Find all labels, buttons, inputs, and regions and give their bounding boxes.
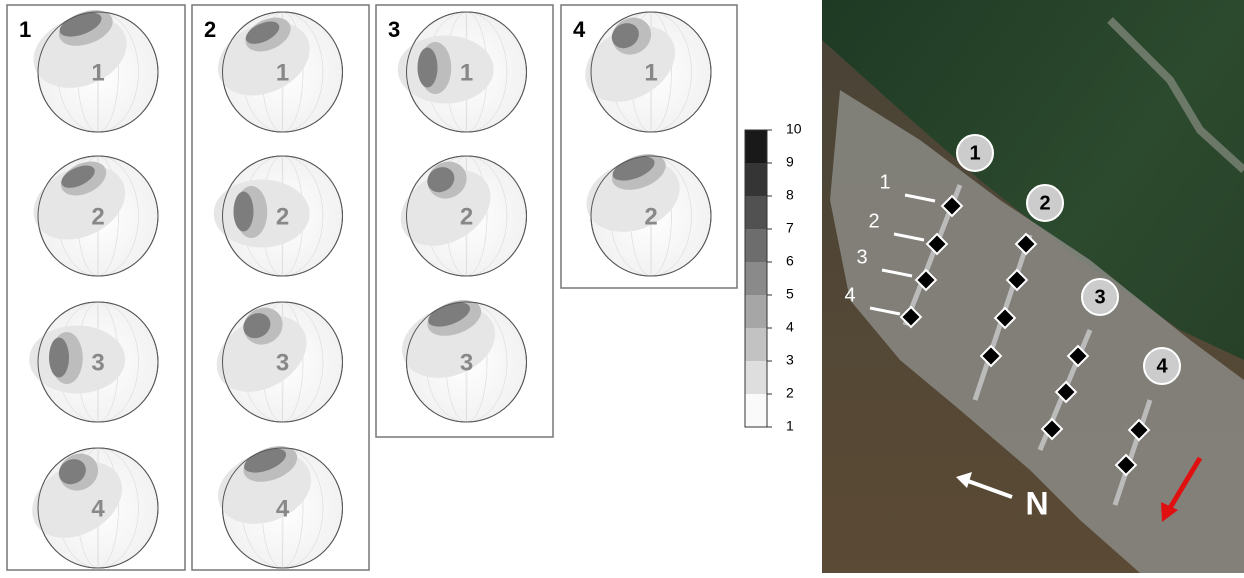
- colorbar-band: [745, 361, 767, 394]
- colorbar-band: [745, 328, 767, 361]
- profile-label: 1: [969, 142, 980, 164]
- stereonet-label: 1: [460, 59, 473, 86]
- stereonet-label: 4: [276, 495, 290, 522]
- panel-label: 3: [388, 17, 400, 42]
- colorbar-band: [745, 229, 767, 262]
- colorbar-band: [745, 262, 767, 295]
- colorbar-tick-label: 5: [786, 286, 794, 302]
- stereonet-label: 2: [276, 203, 289, 230]
- colorbar-band: [745, 295, 767, 328]
- stereonet-panels: 1 1 2 3 4 2 1 2 3 4 3 1 2 3 4 1 2: [7, 3, 737, 570]
- colorbar-tick-label: 2: [786, 385, 794, 401]
- colorbar-tick-label: 8: [786, 187, 794, 203]
- colorbar: 1 2 3 4 5 6 7 8 9 10: [745, 121, 802, 434]
- stereonet-label: 3: [276, 349, 289, 376]
- stereonet-label: 2: [91, 203, 104, 230]
- panel-label: 2: [204, 17, 216, 42]
- position-label: 1: [879, 171, 890, 193]
- colorbar-band: [745, 196, 767, 229]
- colorbar-tick-label: 3: [786, 352, 794, 368]
- stereonet-label: 3: [460, 349, 473, 376]
- colorbar-band: [745, 163, 767, 196]
- north-label: N: [1025, 485, 1048, 521]
- stereonet-label: 1: [91, 59, 104, 86]
- colorbar-band: [745, 130, 767, 163]
- panel-label: 4: [573, 17, 586, 42]
- aerial-photo: 12341234N: [822, 0, 1244, 573]
- colorbar-tick-label: 4: [786, 319, 794, 335]
- panel-label: 1: [19, 17, 31, 42]
- figure: 11234212343123412 12345678910 12341234N: [0, 0, 1244, 573]
- colorbar-tick-label: 6: [786, 253, 794, 269]
- position-label: 3: [856, 246, 867, 268]
- colorbar-tick-label: 10: [786, 121, 802, 137]
- stereonet-label: 1: [644, 59, 657, 86]
- profile-label: 3: [1094, 286, 1105, 308]
- stereonet-label: 3: [91, 349, 104, 376]
- profile-label: 2: [1039, 192, 1050, 214]
- colorbar-tick-label: 7: [786, 220, 794, 236]
- stereonet-label: 1: [276, 59, 289, 86]
- density-contour: [234, 192, 254, 232]
- stereonet-label: 4: [91, 495, 105, 522]
- stereonet-label: 2: [460, 203, 473, 230]
- colorbar-band: [745, 394, 767, 427]
- density-contour: [418, 48, 438, 88]
- colorbar-tick-label: 1: [786, 418, 794, 434]
- density-contour: [49, 338, 69, 378]
- profile-label: 4: [1156, 355, 1168, 377]
- stereonet-label: 2: [644, 203, 657, 230]
- position-label: 4: [844, 284, 855, 306]
- position-label: 2: [868, 210, 879, 232]
- colorbar-tick-label: 9: [786, 154, 794, 170]
